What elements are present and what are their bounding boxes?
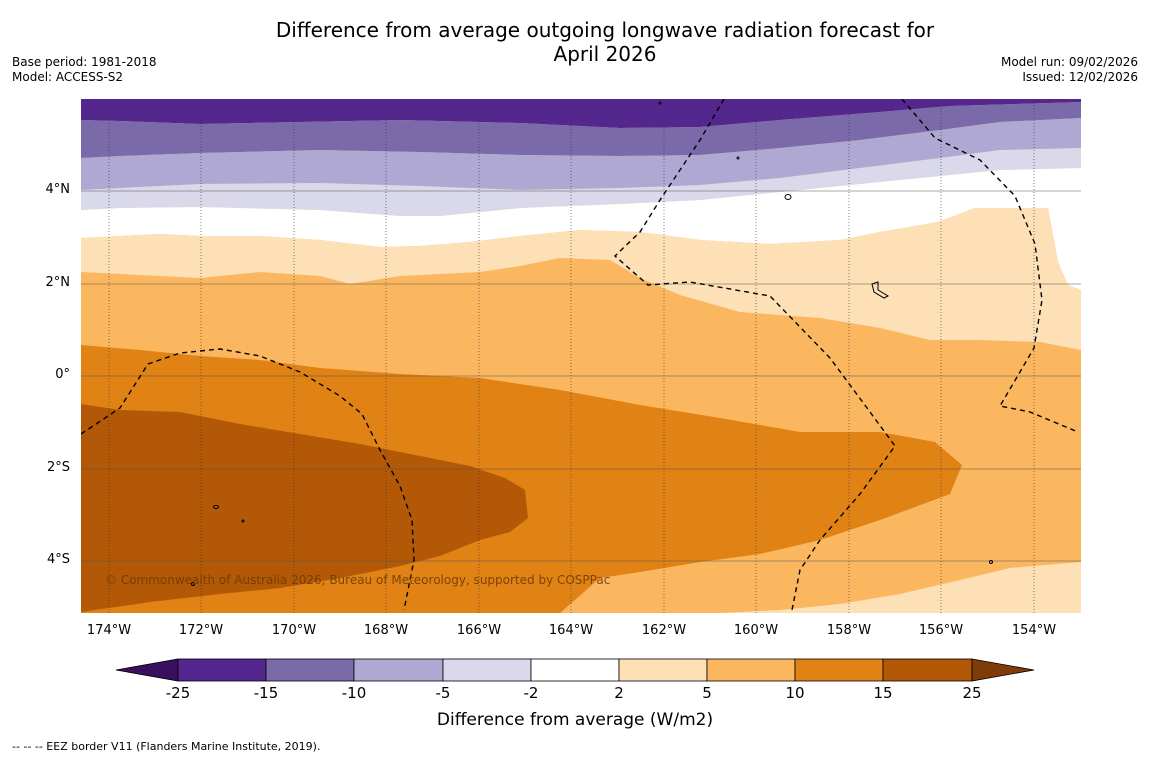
lat-label: 2°S (46, 460, 70, 475)
latitude-lines (81, 190, 1081, 562)
lon-label: 166°W (456, 623, 502, 638)
band-neg15-neg10 (81, 102, 1081, 158)
colorbar-tick: 5 (702, 684, 712, 702)
lat-label: 4°S (46, 552, 70, 567)
meta-left: Base period: 1981-2018 Model: ACCESS-S2 (12, 55, 157, 85)
lon-label: 170°W (271, 623, 317, 638)
map-title-line1: Difference from average outgoing longwav… (275, 18, 935, 42)
lon-label: 172°W (178, 623, 224, 638)
map-plot-area: © Commonwealth of Australia 2026, Bureau… (81, 99, 1081, 613)
lon-label: 164°W (548, 623, 594, 638)
colorbar-swatch (265, 658, 355, 682)
lon-label: 162°W (641, 623, 687, 638)
map-title-line2: April 2026 (553, 42, 657, 66)
colorbar-swatch (618, 658, 708, 682)
band-2-5 (81, 208, 1081, 350)
colorbar-swatch (177, 658, 267, 682)
model-run: Model run: 09/02/2026 (1000, 55, 1138, 69)
lon-label: 158°W (826, 623, 872, 638)
band-neg2-2 (81, 168, 1081, 290)
map-title: Difference from average outgoing longwav… (0, 18, 1150, 66)
colorbar-title: Difference from average (W/m2) (436, 710, 714, 730)
colorbar-swatch (530, 658, 620, 682)
colorbar-tick: 2 (614, 684, 624, 702)
model-name: Model: ACCESS-S2 (12, 70, 124, 84)
lon-label: 160°W (733, 623, 779, 638)
lon-label: 174°W (86, 623, 132, 638)
eez-footnote: -- -- -- EEZ border V11 (Flanders Marine… (12, 740, 321, 753)
colorbar-tick: -5 (435, 684, 451, 702)
islands (191, 101, 993, 586)
band-15-25 (81, 404, 528, 612)
colorbar-tick: -25 (165, 684, 191, 702)
colorbar-swatch (882, 658, 973, 682)
colorbar-swatch (442, 658, 532, 682)
colorbar-tick: 15 (873, 684, 893, 702)
copyright-text: © Commonwealth of Australia 2026, Bureau… (105, 573, 610, 587)
colorbar-tick: 10 (785, 684, 805, 702)
lon-label: 156°W (918, 623, 964, 638)
colorbar-tick: 25 (962, 684, 982, 702)
band-neg10-neg5 (81, 118, 1081, 190)
colorbar-swatch (706, 658, 796, 682)
colorbar-tick: -15 (253, 684, 279, 702)
lon-label: 168°W (363, 623, 409, 638)
colorbar-extend-low (115, 658, 179, 682)
band-2-5-south (720, 562, 1081, 613)
colorbar-tick: -2 (523, 684, 539, 702)
issued-date: Issued: 12/02/2026 (1022, 70, 1138, 84)
eez-borders (81, 99, 1079, 611)
lat-label: 2°N (45, 275, 71, 290)
lat-label: 4°N (45, 182, 71, 197)
band-neg5-neg2 (81, 148, 1081, 216)
colorbar-extend-high (971, 658, 1035, 682)
colorbar (115, 658, 1035, 682)
colorbar-swatch (353, 658, 444, 682)
band-neg25-neg15 (81, 99, 1081, 128)
lon-label: 154°W (1011, 623, 1057, 638)
base-period: Base period: 1981-2018 (12, 55, 157, 69)
colorbar-swatch (794, 658, 884, 682)
meta-right: Model run: 09/02/2026 Issued: 12/02/2026 (1001, 55, 1138, 85)
colorbar-tick: -10 (341, 684, 367, 702)
lat-label: 0° (55, 367, 70, 382)
